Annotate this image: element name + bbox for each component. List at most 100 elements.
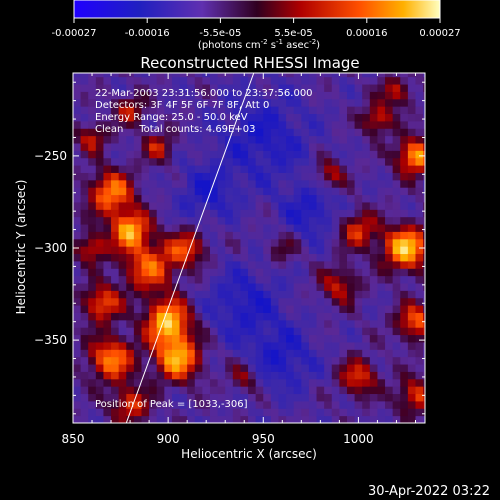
heatmap-cell — [339, 297, 348, 306]
heatmap-cell — [385, 76, 394, 85]
heatmap-cell — [88, 238, 97, 247]
heatmap-cell — [187, 150, 196, 159]
heatmap-cell — [88, 106, 97, 115]
heatmap-cell — [346, 400, 356, 409]
heatmap-cell — [209, 334, 219, 343]
heatmap-cell — [293, 327, 302, 336]
heatmap-cell — [385, 120, 394, 129]
heatmap-cell — [316, 408, 325, 417]
heatmap-cell — [179, 98, 188, 107]
heatmap-cell — [194, 135, 203, 144]
heatmap-cell — [392, 113, 401, 122]
heatmap-cell — [217, 187, 226, 196]
heatmap-cell — [126, 224, 135, 232]
heatmap-cell — [301, 73, 310, 78]
heatmap-cell — [407, 305, 416, 313]
heatmap-cell — [415, 216, 424, 225]
heatmap-cell — [164, 106, 173, 115]
heatmap-cell — [270, 120, 279, 129]
heatmap-cell — [400, 98, 409, 107]
heatmap-cell — [324, 113, 333, 122]
heatmap-cell — [369, 246, 378, 255]
heatmap-cell — [278, 128, 287, 137]
heatmap-cell — [400, 268, 409, 277]
heatmap-cell — [88, 209, 97, 218]
heatmap-cell — [171, 231, 181, 240]
heatmap-cell — [73, 393, 82, 402]
heatmap-cell — [385, 283, 394, 291]
heatmap-cell — [293, 179, 302, 188]
heatmap-cell — [423, 187, 425, 196]
heatmap-cell — [331, 400, 340, 409]
heatmap-cell — [95, 76, 104, 85]
heatmap-cell — [88, 76, 97, 85]
heatmap-cell — [339, 260, 348, 269]
heatmap-cell — [80, 120, 89, 129]
heatmap-cell — [407, 76, 416, 85]
heatmap-cell — [156, 179, 165, 188]
heatmap-cell — [240, 334, 249, 343]
heatmap-cell — [141, 312, 150, 321]
heatmap-cell — [293, 84, 302, 92]
heatmap-cell — [316, 341, 325, 350]
heatmap-cell — [270, 349, 279, 358]
heatmap-cell — [103, 106, 112, 115]
heatmap-cell — [286, 275, 295, 284]
heatmap-cell — [164, 157, 173, 166]
heatmap-cell — [126, 84, 135, 92]
heatmap-cell — [103, 172, 112, 181]
heatmap-cell — [133, 73, 142, 78]
heatmap-cell — [164, 275, 173, 284]
heatmap-cell — [209, 98, 219, 107]
heatmap-cell — [255, 128, 264, 137]
heatmap-cell — [308, 128, 318, 137]
heatmap-cell — [369, 408, 378, 417]
heatmap-cell — [293, 378, 302, 387]
heatmap-cell — [95, 143, 104, 151]
heatmap-cell — [202, 408, 211, 417]
heatmap-cell — [171, 76, 181, 85]
heatmap-cell — [103, 364, 112, 372]
heatmap-cell — [103, 393, 112, 402]
heatmap-cell — [141, 386, 150, 395]
heatmap-cell — [293, 113, 302, 122]
heatmap-cell — [202, 120, 211, 129]
heatmap-cell — [407, 238, 416, 247]
heatmap-cell — [346, 73, 356, 78]
heatmap-cell — [377, 364, 386, 372]
heatmap-cell — [263, 201, 272, 210]
heatmap-cell — [362, 356, 371, 365]
heatmap-cell — [202, 209, 211, 218]
x-tick-label: 900 — [157, 432, 180, 446]
heatmap-cell — [362, 120, 371, 129]
heatmap-cell — [354, 224, 363, 232]
heatmap-cell — [248, 334, 257, 343]
heatmap-cell — [339, 275, 348, 284]
heatmap-cell — [118, 275, 127, 284]
heatmap-cell — [346, 150, 356, 159]
heatmap-cell — [385, 334, 394, 343]
heatmap-cell — [255, 378, 264, 387]
heatmap-cell — [194, 393, 203, 402]
heatmap-cell — [324, 238, 333, 247]
heatmap-cell — [423, 128, 425, 137]
heatmap-cell — [392, 128, 401, 137]
heatmap-cell — [377, 378, 386, 387]
heatmap-cell — [263, 128, 272, 137]
heatmap-cell — [286, 238, 295, 247]
heatmap-cell — [377, 408, 386, 417]
heatmap-cell — [331, 408, 340, 417]
heatmap-cell — [316, 187, 325, 196]
heatmap-cell — [278, 319, 287, 328]
heatmap-cell — [202, 260, 211, 269]
heatmap-cell — [225, 216, 234, 225]
heatmap-cell — [164, 393, 173, 402]
heatmap-cell — [232, 297, 241, 306]
heatmap-cell — [194, 415, 203, 423]
heatmap-cell — [316, 91, 325, 100]
heatmap-cell — [88, 179, 97, 188]
heatmap-cell — [415, 305, 424, 313]
heatmap-cell — [194, 172, 203, 181]
heatmap-cell — [377, 187, 386, 196]
heatmap-cell — [392, 209, 401, 218]
